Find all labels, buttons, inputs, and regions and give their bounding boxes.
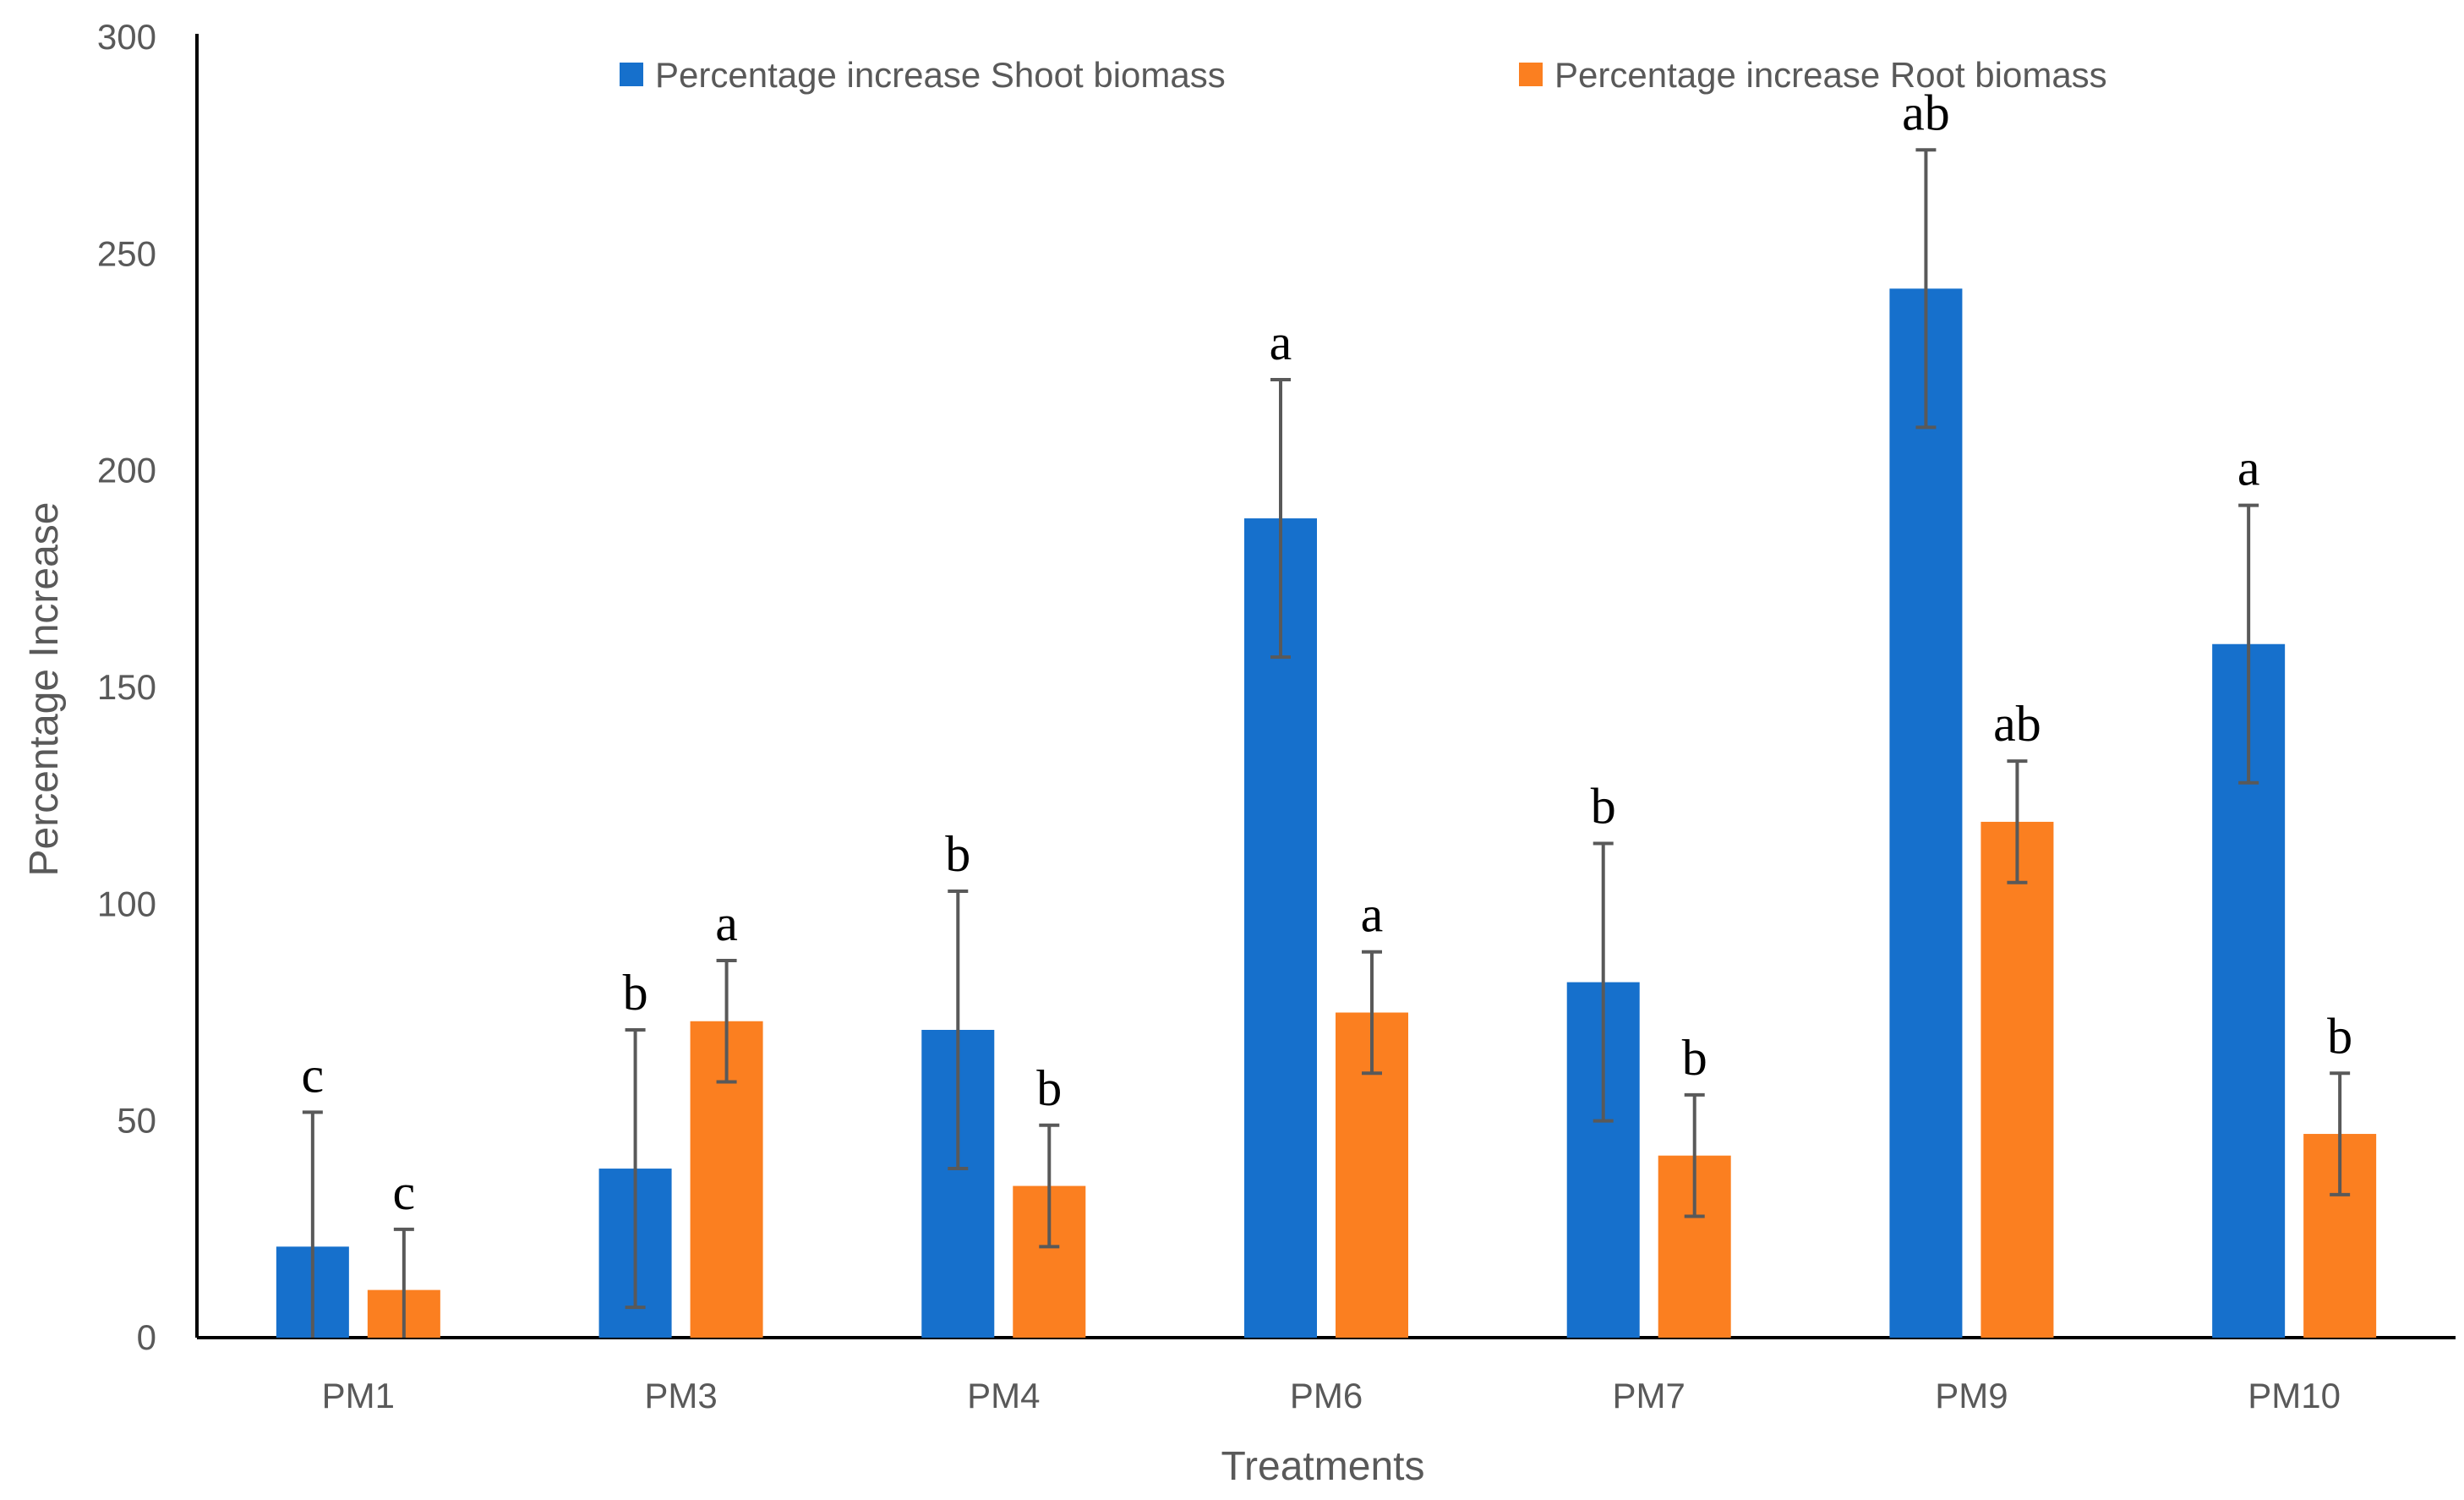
error-bar	[1593, 841, 1614, 1123]
x-tick-label: PM6	[1290, 1376, 1363, 1415]
significance-letter: b	[1682, 1030, 1707, 1086]
significance-letter: b	[2327, 1008, 2352, 1064]
significance-letter: c	[393, 1164, 416, 1220]
significance-letter: ab	[1993, 696, 2041, 752]
y-tick-label: 100	[97, 884, 156, 923]
significance-letter: b	[1591, 779, 1616, 835]
bars	[276, 288, 2377, 1338]
significance-letter: a	[1270, 315, 1292, 370]
error-bar	[1915, 148, 1937, 430]
significance-letter: a	[1361, 887, 1384, 943]
legend-label-root: Percentage increase Root biomass	[1554, 55, 2107, 95]
error-bar	[716, 958, 737, 1084]
x-tick-label: PM1	[322, 1376, 395, 1415]
x-tick-label: PM4	[967, 1376, 1040, 1415]
y-axis: 0 50 100 150 200 250 300	[97, 17, 199, 1357]
significance-letter: b	[1036, 1060, 1062, 1116]
error-bar	[2330, 1071, 2351, 1196]
significance-letter: ab	[1902, 85, 1950, 140]
significance-letter: b	[945, 826, 970, 882]
y-axis-title: Percentage Increase	[22, 502, 67, 877]
legend: Percentage increase Shoot biomass Percen…	[620, 55, 2107, 95]
x-tick-label: PM3	[644, 1376, 717, 1415]
legend-swatch-shoot	[620, 63, 643, 86]
legend-swatch-root	[1519, 63, 1543, 86]
x-tick-label: PM7	[1613, 1376, 1685, 1415]
y-tick-label: 0	[137, 1317, 156, 1357]
x-tick-label: PM9	[1935, 1376, 2008, 1415]
y-tick-label: 200	[97, 451, 156, 490]
error-bar	[1684, 1092, 1705, 1218]
y-tick-label: 50	[117, 1101, 156, 1141]
significance-letter: c	[302, 1047, 325, 1103]
y-tick-label: 250	[97, 233, 156, 273]
y-tick-label: 300	[97, 17, 156, 57]
x-axis-title: Treatments	[1221, 1444, 1425, 1489]
bar-root	[1980, 821, 2054, 1338]
x-axis: PM1 PM3 PM4 PM6 PM7 PM9 PM10	[197, 1336, 2456, 1415]
error-bar	[2007, 759, 2028, 884]
error-bar	[625, 1028, 646, 1310]
bar-shoot	[1889, 288, 1963, 1338]
error-bar	[1362, 950, 1382, 1076]
error-bar	[1039, 1123, 1060, 1249]
error-bar	[302, 1110, 323, 1338]
error-bar	[2238, 503, 2259, 785]
significance-letter: b	[623, 965, 648, 1021]
y-tick-label: 150	[97, 667, 156, 707]
x-tick-label: PM10	[2248, 1376, 2341, 1415]
error-bar	[393, 1227, 414, 1338]
error-bar	[948, 889, 969, 1171]
significance-letter: a	[715, 895, 738, 951]
significance-letter: a	[2237, 441, 2260, 496]
error-bars	[302, 148, 2351, 1338]
legend-label-shoot: Percentage increase Shoot biomass	[655, 55, 1226, 95]
error-bar	[1270, 378, 1291, 660]
